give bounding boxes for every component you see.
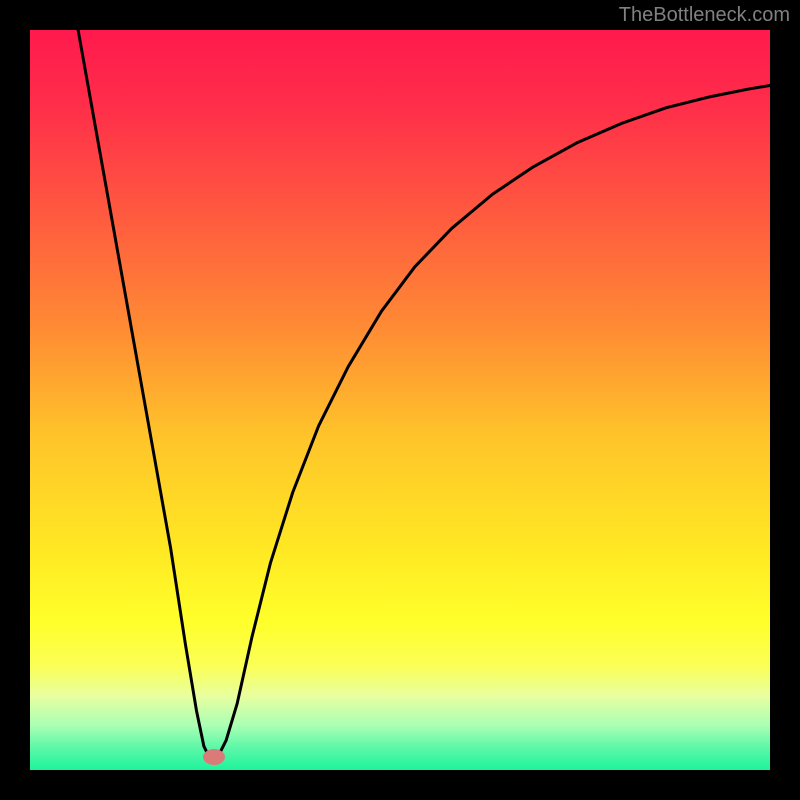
bottleneck-curve <box>30 30 770 770</box>
plot-area <box>30 30 770 770</box>
watermark-text: TheBottleneck.com <box>619 4 790 27</box>
chart-container: TheBottleneck.com <box>0 0 800 800</box>
optimum-marker <box>203 749 225 765</box>
